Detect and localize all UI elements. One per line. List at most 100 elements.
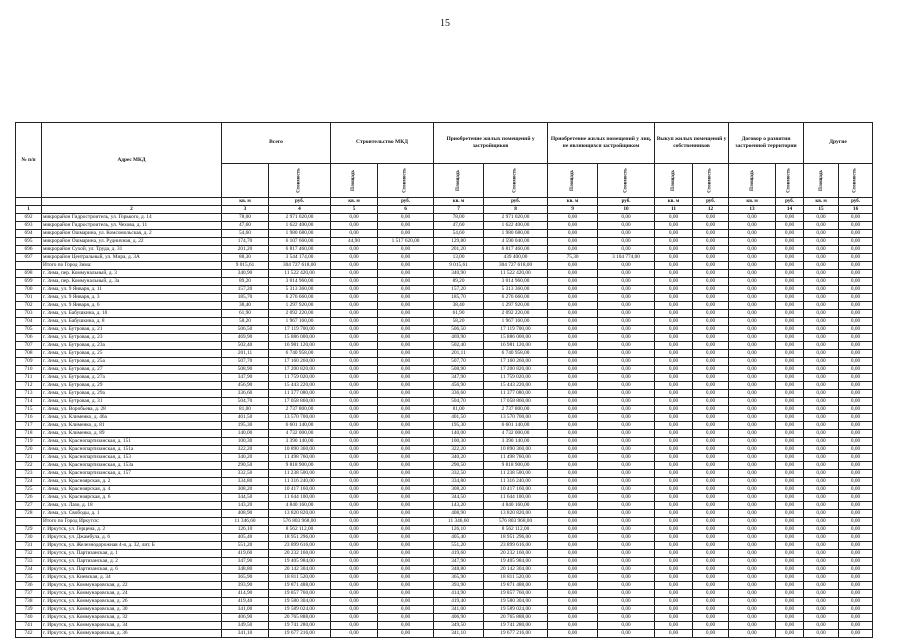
row-value: 0,00 xyxy=(597,389,656,398)
row-value: 0,00 xyxy=(803,357,840,366)
row-value: 0,00 xyxy=(803,285,840,294)
subtotal-row: Итого по Город Зима: 9 015,61 304 727 618,… xyxy=(15,261,874,270)
row-value: 0,00 xyxy=(377,581,435,590)
row-address: г. Зима, ул. Бутровая, д. 23а xyxy=(41,341,222,350)
row-number: 711 xyxy=(15,373,42,382)
row-value: 19 580 304,00 xyxy=(483,597,549,606)
row-address: г. Зима, ул. Красноярская, д. 6 xyxy=(41,493,222,502)
row-value: 20 765 888,00 xyxy=(267,613,332,622)
row-value: 0,00 xyxy=(692,429,730,438)
row-value: 20 765 888,00 xyxy=(483,613,549,622)
row-value: 0,00 xyxy=(803,325,840,334)
row-value: 89,20 xyxy=(433,277,485,286)
row-value: 0,00 xyxy=(597,269,656,278)
row-value: 0,00 xyxy=(330,597,379,606)
row-value: 0,00 xyxy=(692,493,730,502)
row-value: 0,00 xyxy=(547,517,599,526)
table-row: 699 г. Зима, пер. Коммунальный, д. 3а 89,2… xyxy=(15,277,874,286)
row-value: 23 899 616,00 xyxy=(267,541,332,550)
row-value: 0,00 xyxy=(728,357,777,366)
table-row: 739 г. Иркутск, ул. Коммунаровская, д. 30… xyxy=(15,605,874,614)
row-value: 0,00 xyxy=(597,621,656,630)
row-value: 0,00 xyxy=(803,621,840,630)
row-value: 0,00 xyxy=(377,469,435,478)
row-value: 0,00 xyxy=(330,277,379,286)
row-number: 733 xyxy=(15,557,42,566)
row-value: 0,00 xyxy=(728,285,777,294)
row-address: г. Иркутск, ул. Джамбула, д. 6 xyxy=(41,533,222,542)
row-value: 15 443 220,00 xyxy=(267,381,332,390)
row-value: 143,20 xyxy=(433,501,485,510)
row-value: 419,60 xyxy=(221,549,269,558)
row-value: 0,00 xyxy=(775,381,805,390)
row-address: г. Зима, ул. Клименко, д. 81 xyxy=(41,421,222,430)
row-value: 19 741 280,00 xyxy=(267,621,332,630)
row-value: 507,70 xyxy=(221,357,269,366)
row-address: г. Зима, ул. Краснопартизанская, д. 151 xyxy=(41,437,222,446)
header-subcolumn-label: Стоимость xyxy=(853,168,859,193)
row-value: 0,00 xyxy=(803,525,840,534)
row-value: 0,00 xyxy=(597,445,656,454)
row-number: 727 xyxy=(15,501,42,510)
row-value: 13 570 700,00 xyxy=(483,413,549,422)
row-address: Итого по Город Зима: xyxy=(41,261,222,270)
row-value: 0,00 xyxy=(547,269,599,278)
column-index: 4 xyxy=(267,205,332,214)
row-value: 0,00 xyxy=(803,589,840,598)
table-body: 692 микрорайон Гидростроитель, ул. Горько… xyxy=(15,213,874,638)
row-value: 0,00 xyxy=(838,533,874,542)
row-address: г. Зима, ул. Краснопартизанская, д. 151а xyxy=(41,445,222,454)
row-value: 0,00 xyxy=(775,421,805,430)
row-address: г. Зима, ул. Воробьева, д. 28 xyxy=(41,405,222,414)
row-value: 0,00 xyxy=(728,245,777,254)
row-value: 0,00 xyxy=(597,429,656,438)
row-value: 0,00 xyxy=(654,525,694,534)
row-value: 19 857 760,00 xyxy=(267,589,332,598)
row-value: 0,00 xyxy=(597,277,656,286)
row-value: 61,90 xyxy=(433,309,485,318)
row-value: 344,50 xyxy=(221,493,269,502)
row-number: 698 xyxy=(15,269,42,278)
row-value: 0,00 xyxy=(654,413,694,422)
row-value: 0,00 xyxy=(377,621,435,630)
row-number: 694 xyxy=(15,229,42,238)
row-value: 0,00 xyxy=(377,277,435,286)
row-value: 0,00 xyxy=(728,373,777,382)
row-value: 0,00 xyxy=(692,325,730,334)
header-group: Всего xyxy=(220,122,332,164)
table-row: 734 г. Иркутск, ул. Партизанская, д. 6 348… xyxy=(15,565,874,574)
row-value: 0,00 xyxy=(775,413,805,422)
row-value: 0,00 xyxy=(377,509,435,518)
column-index: 2 xyxy=(41,205,222,214)
row-value: 0,00 xyxy=(654,589,694,598)
header-group: Приобретение жилых помещений у лиц, не я… xyxy=(547,122,656,164)
row-value: 19 871 488,00 xyxy=(267,581,332,590)
header-subcolumn-label: Стоимость xyxy=(623,168,629,193)
row-number: 735 xyxy=(15,573,42,582)
row-value: 0,00 xyxy=(803,461,840,470)
row-value: 0,00 xyxy=(377,557,435,566)
row-value: 0,00 xyxy=(654,445,694,454)
row-value: 0,00 xyxy=(547,549,599,558)
row-value: 0,00 xyxy=(330,621,379,630)
header-unit: кв. м xyxy=(433,197,485,206)
row-value: 0,00 xyxy=(692,453,730,462)
row-value: 0,00 xyxy=(803,397,840,406)
row-value: 0,00 xyxy=(728,477,777,486)
row-value: 0,00 xyxy=(654,237,694,246)
row-value: 0,00 xyxy=(547,597,599,606)
row-value: 0,00 xyxy=(654,605,694,614)
row-value: 20 232 160,00 xyxy=(483,549,549,558)
row-value: 0,00 xyxy=(775,389,805,398)
row-value: 1 622 400,00 xyxy=(267,221,332,230)
row-value: 0,00 xyxy=(775,285,805,294)
row-number: 740 xyxy=(15,613,42,622)
row-value: 4 590 040,00 xyxy=(483,237,549,246)
row-value: 0,00 xyxy=(377,341,435,350)
row-value: 0,00 xyxy=(775,373,805,382)
row-value: 0,00 xyxy=(597,301,656,310)
row-value: 0,00 xyxy=(547,293,599,302)
row-value: 100,30 xyxy=(221,437,269,446)
row-value: 18 951 296,00 xyxy=(483,533,549,542)
row-value: 0,00 xyxy=(728,509,777,518)
